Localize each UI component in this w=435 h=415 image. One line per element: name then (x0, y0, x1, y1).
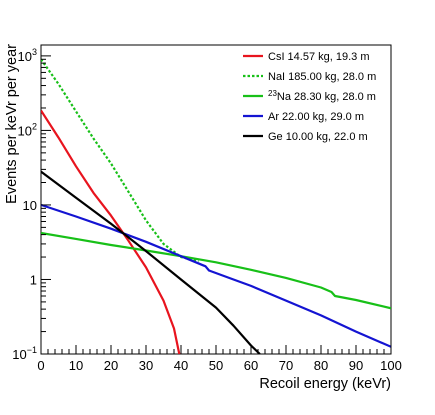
legend: CsI 14.57 kg, 19.3 m NaI 185.00 kg, 28.0 … (243, 51, 376, 143)
x-tick-label: 40 (174, 358, 188, 373)
x-tick-label: 100 (380, 358, 402, 373)
x-tick-label: 20 (104, 358, 118, 373)
legend-label: Ge 10.00 kg, 22.0 m (268, 131, 368, 143)
legend-label: CsI 14.57 kg, 19.3 m (268, 51, 370, 63)
series-line-1 (41, 58, 199, 263)
x-tick-label: 60 (244, 358, 258, 373)
legend-entry-4: Ge 10.00 kg, 22.0 m (243, 131, 368, 143)
x-tick-label: 80 (314, 358, 328, 373)
legend-label: NaI 185.00 kg, 28.0 m (268, 71, 376, 83)
y-tick-label: 10 (23, 198, 37, 213)
y-axis-title: Events per keVr per year (4, 44, 20, 204)
y-tick-label: 10−1 (12, 345, 37, 362)
series-layer (41, 58, 391, 354)
series-line-3 (41, 203, 391, 348)
legend-label: 23Na 28.30 kg, 28.0 m (268, 89, 376, 103)
x-tick-label: 70 (279, 358, 293, 373)
x-axis-title: Recoil energy (keVr) (259, 376, 391, 392)
legend-entry-0: CsI 14.57 kg, 19.3 m (243, 51, 370, 63)
axes-layer: 0 10 20 30 40 50 60 70 80 90 100 10−1 1 10 102 103 (12, 47, 402, 373)
y-tick-label: 103 (18, 47, 37, 64)
series-line-0 (41, 109, 181, 354)
legend-entry-1: NaI 185.00 kg, 28.0 m (243, 71, 376, 83)
y-tick-label: 102 (18, 121, 37, 138)
legend-entry-3: Ar 22.00 kg, 29.0 m (243, 111, 364, 123)
series-line-2 (41, 231, 391, 310)
x-tick-label: 50 (209, 358, 223, 373)
x-tick-label: 30 (139, 358, 153, 373)
series-line-4 (41, 170, 261, 354)
x-tick-label: 10 (69, 358, 83, 373)
y-tick-label: 1 (30, 272, 37, 287)
x-tick-label: 90 (349, 358, 363, 373)
legend-label: Ar 22.00 kg, 29.0 m (268, 111, 364, 123)
legend-entry-2: 23Na 28.30 kg, 28.0 m (243, 89, 376, 103)
x-tick-label: 0 (37, 358, 44, 373)
